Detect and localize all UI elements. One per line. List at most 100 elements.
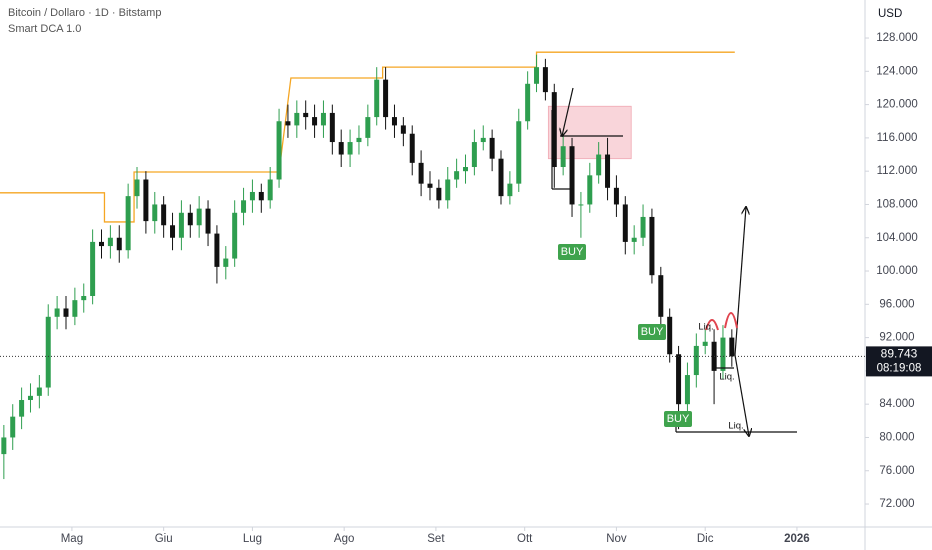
- candle-body: [63, 308, 69, 317]
- candle-body: [107, 237, 113, 247]
- candle-body: [640, 216, 646, 238]
- y-tick-label: 92.000: [879, 332, 914, 344]
- candle-body: [374, 79, 380, 118]
- y-tick-label: 112.000: [877, 165, 918, 177]
- candle-body: [693, 345, 699, 376]
- candle-body: [187, 212, 193, 226]
- y-tick-label: 72.000: [879, 498, 914, 510]
- buy-badge: [558, 244, 586, 260]
- liq-label: Liq.: [698, 322, 713, 333]
- drawing-arc: [705, 319, 719, 331]
- candle-body: [258, 191, 264, 201]
- candle-body: [578, 204, 584, 206]
- candle-body: [90, 241, 96, 296]
- x-tick-label: Giu: [155, 533, 173, 545]
- countdown-label: 08:19:08: [877, 362, 922, 374]
- candle-body: [729, 337, 735, 357]
- candle-body: [667, 316, 673, 355]
- indicator-name: Smart DCA 1.0: [8, 23, 81, 35]
- x-tick-label: 2026: [784, 533, 810, 545]
- x-tick-label: Mag: [61, 533, 83, 545]
- candle-body: [418, 162, 424, 184]
- x-tick-label: Nov: [606, 533, 627, 545]
- candle-body: [684, 375, 690, 405]
- candle-body: [471, 142, 477, 168]
- candle-body: [338, 142, 344, 155]
- candle-body: [99, 241, 105, 247]
- candle-body: [569, 146, 575, 205]
- buy-badge: [664, 411, 692, 427]
- chart-title: Bitcoin / Dollaro · 1D · Bitstamp: [8, 7, 161, 19]
- candle-body: [454, 171, 460, 180]
- currency-label: USD: [878, 8, 902, 20]
- candle-body: [436, 187, 442, 201]
- y-tick-label: 108.000: [876, 198, 918, 210]
- liq-label: Liq.: [728, 421, 743, 432]
- y-tick-label: 76.000: [879, 465, 914, 477]
- candle-body: [170, 225, 176, 238]
- buy-label: BUY: [561, 246, 584, 258]
- candle-body: [551, 92, 557, 168]
- candle-body: [542, 67, 548, 93]
- candle-body: [587, 175, 593, 205]
- current-price-label: 89.743: [881, 347, 918, 361]
- candle-body: [658, 275, 664, 317]
- candle-body: [498, 158, 504, 197]
- candle-body: [241, 200, 247, 213]
- candle-body: [347, 142, 353, 155]
- y-tick-label: 96.000: [879, 298, 914, 310]
- candle-body: [649, 216, 655, 276]
- candle-body: [560, 146, 566, 168]
- candle-body: [489, 137, 495, 159]
- candle-body: [534, 67, 540, 84]
- candle-body: [391, 117, 397, 126]
- candle-body: [702, 341, 708, 346]
- x-tick-label: Ott: [517, 533, 533, 545]
- candle-body: [205, 208, 211, 234]
- drawing-arc: [724, 312, 738, 329]
- candle-body: [19, 400, 25, 417]
- candle-body: [365, 117, 371, 138]
- candle-body: [54, 308, 60, 317]
- drawing-arrow: [734, 354, 749, 436]
- y-tick-label: 104.000: [876, 232, 918, 244]
- candle-body: [312, 117, 318, 126]
- candle-body: [596, 154, 602, 176]
- x-tick-label: Lug: [243, 533, 262, 545]
- candle-body: [178, 212, 184, 238]
- candle-body: [303, 112, 309, 118]
- buy-badge: [638, 324, 666, 340]
- y-tick-label: 80.000: [879, 431, 914, 443]
- candle-body: [329, 112, 335, 143]
- candle-body: [400, 125, 406, 134]
- candle-body: [81, 295, 87, 301]
- candle-body: [223, 258, 229, 267]
- candle-body: [356, 137, 362, 143]
- candle-body: [125, 196, 131, 251]
- candle-body: [36, 387, 42, 396]
- candle-body: [480, 137, 486, 143]
- candle-body: [631, 237, 637, 242]
- y-tick-label: 84.000: [879, 398, 914, 410]
- candle-body: [320, 112, 326, 126]
- liq-label: Liq.: [719, 372, 734, 383]
- candle-body: [27, 395, 33, 401]
- candle-body: [196, 208, 202, 226]
- x-tick-label: Set: [427, 533, 445, 545]
- candle-body: [294, 112, 300, 126]
- drawing-arrow: [734, 207, 746, 356]
- candle-body: [10, 416, 16, 438]
- y-tick-label: 128.000: [876, 32, 918, 44]
- y-tick-label: 120.000: [876, 99, 918, 111]
- y-tick-label: 116.000: [877, 132, 918, 144]
- drawing-arrow: [562, 87, 574, 136]
- candle-body: [232, 212, 238, 259]
- candle-body: [676, 354, 682, 405]
- candle-body: [462, 167, 468, 172]
- candle-body: [383, 79, 389, 118]
- y-tick-label: 100.000: [876, 265, 918, 277]
- candle-body: [516, 121, 522, 184]
- candle-body: [720, 337, 726, 371]
